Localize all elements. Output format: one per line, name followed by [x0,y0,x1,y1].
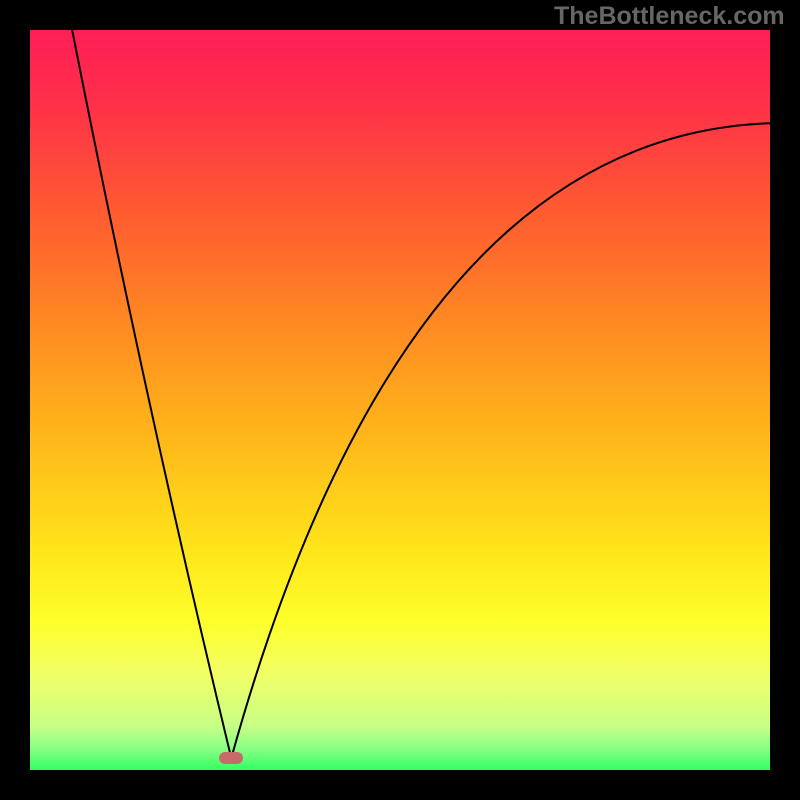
watermark-text: TheBottleneck.com [554,2,785,31]
optimum-marker [219,752,243,764]
bottleneck-curve [30,30,770,770]
frame-border-right [770,0,800,800]
frame-border-bottom [0,770,800,800]
plot-area [30,30,770,770]
frame-border-left [0,0,30,800]
chart-frame: TheBottleneck.com [0,0,800,800]
